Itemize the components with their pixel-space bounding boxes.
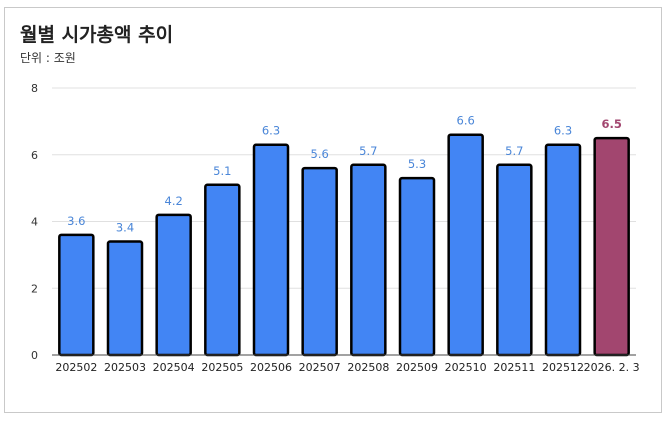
chart-title: 월별 시가총액 추이 (20, 24, 174, 46)
chart-subtitle: 단위 : 조원 (20, 51, 76, 65)
y-tick-label: 0 (31, 349, 38, 362)
x-tick-label: 202504 (153, 361, 195, 374)
data-label: 5.7 (505, 144, 523, 158)
x-tick-label: 202509 (396, 361, 438, 374)
x-tick-label: 202512 (542, 361, 584, 374)
data-label: 6.5 (601, 117, 621, 131)
bar (447, 133, 484, 357)
x-tick-label: 2026. 2. 3 (584, 361, 640, 374)
x-tick-label: 202505 (201, 361, 243, 374)
bar (350, 163, 387, 357)
data-label: 5.6 (311, 147, 329, 161)
data-label: 6.6 (457, 114, 475, 128)
x-tick-label: 202511 (493, 361, 535, 374)
x-tick-label: 202503 (104, 361, 146, 374)
bar (204, 183, 241, 357)
bar (252, 143, 290, 357)
bar (544, 143, 582, 357)
x-tick-label: 202506 (250, 361, 292, 374)
data-label: 5.1 (213, 164, 231, 178)
y-tick-label: 8 (31, 82, 38, 95)
x-tick-label: 202507 (299, 361, 341, 374)
y-tick-label: 2 (31, 282, 38, 295)
data-label: 3.6 (67, 214, 85, 228)
y-tick-label: 4 (31, 216, 38, 229)
x-tick-label: 202510 (445, 361, 487, 374)
data-label: 6.3 (554, 124, 572, 138)
data-label: 6.3 (262, 124, 280, 138)
x-tick-label: 202502 (55, 361, 97, 374)
data-label: 5.7 (359, 144, 377, 158)
bar-highlight (593, 136, 630, 357)
bar (398, 176, 436, 357)
bar (155, 213, 192, 357)
data-label: 3.4 (116, 221, 134, 235)
data-label: 4.2 (165, 194, 183, 208)
bar (106, 240, 144, 357)
y-tick-label: 6 (31, 149, 38, 162)
data-label: 5.3 (408, 157, 426, 171)
bar (301, 166, 338, 357)
bar (496, 163, 533, 357)
bar (58, 233, 95, 357)
x-tick-label: 202508 (347, 361, 389, 374)
